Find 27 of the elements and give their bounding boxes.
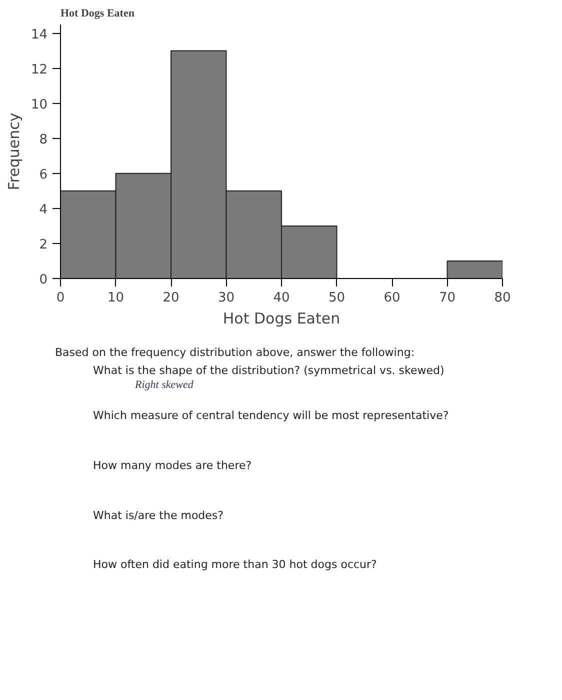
text: Right skewed (135, 378, 194, 394)
text: Based on the frequency distribution above, answer the following: (55, 345, 416, 361)
y-tick-label: 12 (30, 62, 48, 78)
x-tick-label: 70 (438, 290, 456, 306)
y-tick-label: 14 (30, 27, 48, 42)
y-tick-label: 6 (39, 167, 48, 182)
x-tick-label: 0 (56, 290, 65, 306)
x-tick-label: 10 (107, 290, 124, 306)
x-tick-label: 40 (273, 290, 290, 306)
text: What is the shape of the distribution? (symmetrical vs. skewed) (93, 362, 446, 378)
y-tick-label: 0 (39, 272, 48, 288)
chart-title: Hot Dogs Eaten (60, 8, 134, 20)
y-tick-label: 8 (39, 132, 48, 148)
text: How many modes are there? (93, 458, 253, 474)
y-axis-title: Frequency (4, 112, 23, 190)
x-tick-label: 50 (328, 290, 346, 306)
text: How often did eating more than 30 hot dogs occur? (93, 557, 378, 573)
text: What is/are the modes? (93, 508, 224, 524)
x-axis-title: Hot Dogs Eaten (222, 310, 340, 328)
x-tick-label: 30 (218, 290, 235, 306)
y-tick-label: 4 (39, 202, 48, 218)
text: Which measure of central tendency will be most representative? (93, 408, 449, 424)
y-tick-label: 10 (30, 97, 48, 112)
x-tick-label: 60 (384, 290, 400, 306)
x-tick-label: 20 (162, 290, 180, 306)
x-tick-label: 80 (494, 290, 511, 306)
y-tick-label: 2 (39, 237, 48, 252)
